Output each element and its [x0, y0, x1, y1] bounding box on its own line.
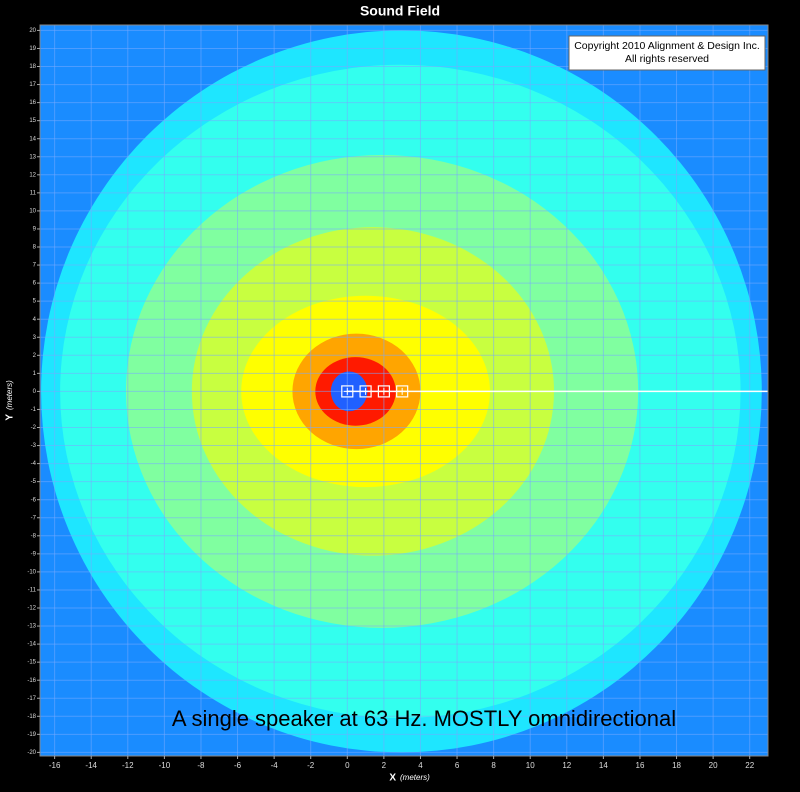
y-tick-label: -20	[27, 750, 36, 756]
y-axis-unit: (meters)	[5, 380, 14, 410]
y-tick-label: -7	[31, 515, 37, 521]
y-tick-label: -15	[27, 660, 36, 666]
x-tick-label: -8	[197, 761, 205, 770]
x-tick-label: 22	[745, 761, 754, 770]
plot-area	[40, 25, 768, 756]
y-tick-label: 10	[29, 208, 36, 214]
copyright-text: All rights reserved	[625, 53, 709, 65]
y-tick-label: -13	[27, 624, 36, 630]
y-axis-label: Y	[5, 414, 16, 421]
y-tick-label: 17	[29, 82, 36, 88]
y-tick-label: -14	[27, 642, 36, 648]
y-tick-label: -12	[27, 606, 36, 612]
y-tick-label: 11	[30, 190, 37, 196]
speaker-cross	[343, 387, 351, 395]
y-tick-label: 19	[29, 46, 36, 52]
x-tick-label: -6	[234, 761, 242, 770]
y-tick-label: -4	[31, 461, 37, 467]
y-tick-label: 12	[29, 172, 36, 178]
y-tick-label: 13	[29, 154, 36, 160]
y-tick-label: 9	[33, 227, 37, 233]
y-tick-label: 15	[29, 118, 36, 124]
y-tick-label: -8	[31, 533, 37, 539]
x-tick-label: -2	[307, 761, 315, 770]
y-tick-label: 20	[29, 28, 36, 34]
y-axis-title: Y (meters)	[5, 380, 16, 421]
y-tick-label: -1	[31, 407, 37, 413]
speaker	[341, 385, 354, 398]
y-tick-label: -17	[27, 696, 36, 702]
y-tick-label: -19	[27, 732, 36, 738]
x-tick-label: 8	[491, 761, 496, 770]
x-tick-label: 6	[455, 761, 460, 770]
y-tick-label: 0	[33, 389, 37, 395]
y-tick-label: -2	[31, 425, 37, 431]
speaker-cross	[398, 387, 406, 395]
y-tick-label: 2	[33, 353, 37, 359]
y-tick-label: -6	[31, 497, 37, 503]
y-tick-label: 16	[29, 100, 36, 106]
y-tick-label: 4	[33, 317, 37, 323]
y-tick-label: -3	[31, 443, 37, 449]
y-tick-label: 14	[29, 136, 36, 142]
copyright-box	[568, 35, 766, 71]
speaker	[359, 385, 372, 398]
y-tick-label: -10	[27, 569, 36, 575]
x-tick-label: 16	[636, 761, 645, 770]
y-tick-label: 7	[33, 263, 37, 269]
y-tick-label: -16	[27, 678, 36, 684]
x-tick-label: 18	[672, 761, 681, 770]
x-axis-label: X	[389, 773, 396, 784]
speaker-cross	[362, 387, 370, 395]
speaker	[396, 385, 409, 398]
y-tick-label: -11	[28, 588, 37, 594]
x-tick-label: 4	[418, 761, 423, 770]
x-tick-label: -16	[49, 761, 61, 770]
caption: A single speaker at 63 Hz. MOSTLY omnidi…	[172, 706, 676, 731]
speaker	[377, 385, 390, 398]
copyright-text: Copyright 2010 Alignment & Design Inc.	[574, 40, 760, 52]
y-tick-label: 5	[33, 299, 37, 305]
y-tick-label: -18	[27, 714, 36, 720]
x-tick-label: -4	[271, 761, 279, 770]
y-tick-label: 3	[33, 335, 37, 341]
speaker-cross	[380, 387, 388, 395]
x-tick-label: -14	[85, 761, 97, 770]
plot-frame	[39, 24, 769, 757]
chart-title: Sound Field	[360, 3, 440, 19]
y-tick-label: 18	[29, 64, 36, 70]
x-tick-label: 10	[526, 761, 535, 770]
x-axis-unit: (meters)	[400, 773, 430, 782]
y-tick-label: -9	[31, 551, 37, 557]
x-tick-label: -12	[122, 761, 134, 770]
x-tick-label: 14	[599, 761, 608, 770]
x-tick-label: -10	[159, 761, 171, 770]
y-tick-label: 8	[33, 245, 37, 251]
y-tick-label: -5	[31, 479, 37, 485]
x-tick-label: 20	[709, 761, 718, 770]
y-tick-label: 1	[33, 371, 37, 377]
x-tick-label: 0	[345, 761, 350, 770]
y-tick-label: 6	[33, 281, 37, 287]
x-tick-label: 12	[562, 761, 571, 770]
x-tick-label: 2	[382, 761, 387, 770]
